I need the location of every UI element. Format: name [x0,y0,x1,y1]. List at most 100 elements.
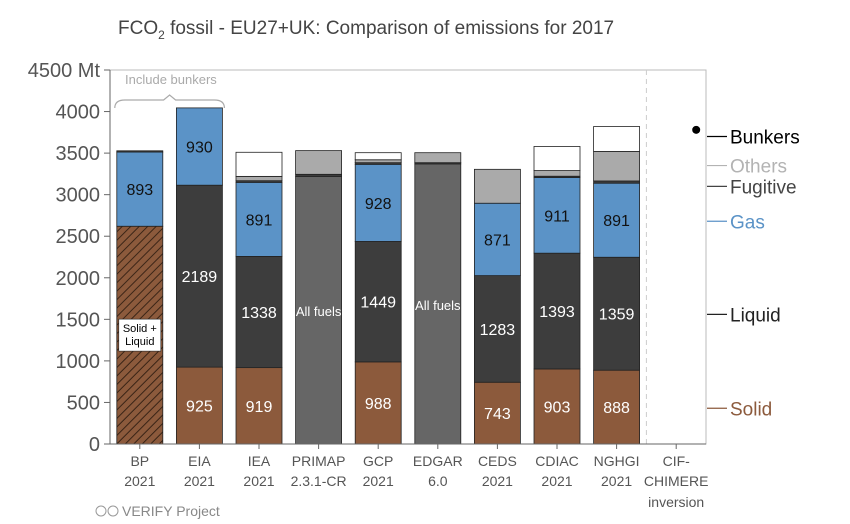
segment-value-label: 1393 [539,304,575,321]
x-tick-label: EDGAR [413,453,463,469]
x-tick-label: CIF- [663,453,691,469]
x-tick-label: 2021 [482,473,513,489]
segment-value-label: 988 [365,396,392,413]
x-tick-label: IEA [248,453,271,469]
segment-value-label: 2189 [182,269,218,286]
bar-group: 888 1359 891 [593,126,640,445]
bar-segment-liquid [593,256,640,371]
segment-value-label: 891 [603,213,630,230]
x-tick-label: 2021 [541,473,572,489]
x-tick-label: BP [130,453,149,469]
credit: VERIFY Project [95,503,220,519]
segment-value-label: 1449 [360,295,396,312]
legend-label-bunkers: Bunkers [730,127,800,148]
x-tick-label: 2021 [601,473,632,489]
bar-segment-fugitive [116,150,164,153]
x-tick-label: 6.0 [428,473,448,489]
legend-label-gas: Gas [730,212,765,233]
x-tick-label: 2021 [184,473,215,489]
segment-value-label: 888 [603,400,630,417]
bar-segment-liquid [533,252,581,370]
bar-segment-others [533,170,581,177]
bar-segment-solid [235,367,283,445]
bar-segment-others [354,159,402,164]
bar-group [692,125,701,134]
bar-segment-bunkers [533,146,581,171]
legend-label-liquid: Liquid [730,305,781,326]
bar-segment-solid [533,368,581,445]
segment-value-label: All fuels [415,298,461,313]
y-tick-label: 3500 [56,143,101,165]
bar-group: 988 1449 928 [354,152,402,445]
y-tick-label: 500 [67,392,100,414]
x-tick-label: CHIMERE [644,473,709,489]
x-tick-label: PRIMAP [292,453,346,469]
bar-group: All fuels [295,150,343,445]
x-tick-label: EIA [188,453,211,469]
legend-label-fugitive: Fugitive [730,177,797,198]
bar-segment-gas [175,107,223,186]
y-tick-label: 2500 [56,226,101,248]
bar-segment-others [235,175,283,182]
bar-segment-allfuels [295,175,343,445]
legend-label-solid: Solid [730,399,772,420]
inversion-point [692,125,701,134]
bar-segment-allfuels [414,163,462,445]
chart-title: FCO2 fossil - EU27+UK: Comparison of emi… [118,18,614,42]
bar-group: 743 1283 871 [473,168,521,445]
x-tick-label: NGHGI [594,453,640,469]
x-tick-label: 2021 [124,473,155,489]
y-tick-label: 1500 [56,309,101,331]
x-tick-label: CEDS [478,453,517,469]
y-unit-label: 4500 Mt [28,60,101,82]
bar-segment-bunkers [235,151,283,177]
bar-group: Solid + Liquid 893 [116,150,164,445]
segment-value-label: 743 [484,406,511,423]
cc-icon [95,505,107,517]
segment-value-label: 919 [246,399,273,416]
segment-value-label: 930 [186,140,213,157]
annotations: Include bunkers [114,72,225,109]
bar-segment-gas [593,182,640,258]
x-tick-label: 2021 [243,473,274,489]
x-tick-label: GCP [363,453,393,469]
bar-segment-others [414,152,462,164]
bar-segment-others [295,150,343,175]
bar-segment-liquid [354,241,402,363]
x-tick-label: CDIAC [535,453,579,469]
y-tick-label: 0 [89,434,100,456]
bar-segment-others [593,151,640,182]
segment-value-label: 891 [246,212,273,229]
bar-segment-solid [175,366,223,445]
bar-segment-gas [354,163,402,242]
by-icon [107,505,119,517]
bar-segment-gas [473,202,521,277]
segment-value-label: All fuels [296,304,342,319]
y-tick-label: 4000 [56,102,101,124]
bar-segment-bunkers [354,152,402,161]
segment-value-label: 903 [544,399,571,416]
x-tick-label: 2021 [363,473,394,489]
segment-value-label: 911 [544,208,570,225]
x-tick-label: inversion [648,494,704,510]
segment-value-label: 1338 [241,305,277,322]
segment-value-label: 893 [126,182,153,199]
bunkers-note: Include bunkers [125,72,217,87]
bar-segment-liquid [235,256,283,369]
y-tick-label: 2000 [56,268,101,290]
y-axis: 0 500 1000 1500 2000 2500 3000 3500 4000 4500 Mt [28,60,111,456]
solid-liquid-label-box [118,318,162,352]
y-tick-label: 1000 [56,351,101,373]
credit-text: VERIFY Project [122,503,220,519]
bar-segment-solid [593,369,640,445]
segment-value-label: 1283 [480,322,516,339]
solid-liquid-label: Solid + Liquid [123,323,157,348]
segment-value-label: 1359 [599,307,635,324]
segment-value-label: 928 [365,196,392,213]
segment-value-label: 925 [186,399,213,416]
bar-segment-bunkers [593,126,640,152]
segment-value-label: 871 [484,232,511,249]
bar-group: 919 1338 891 [235,151,283,445]
